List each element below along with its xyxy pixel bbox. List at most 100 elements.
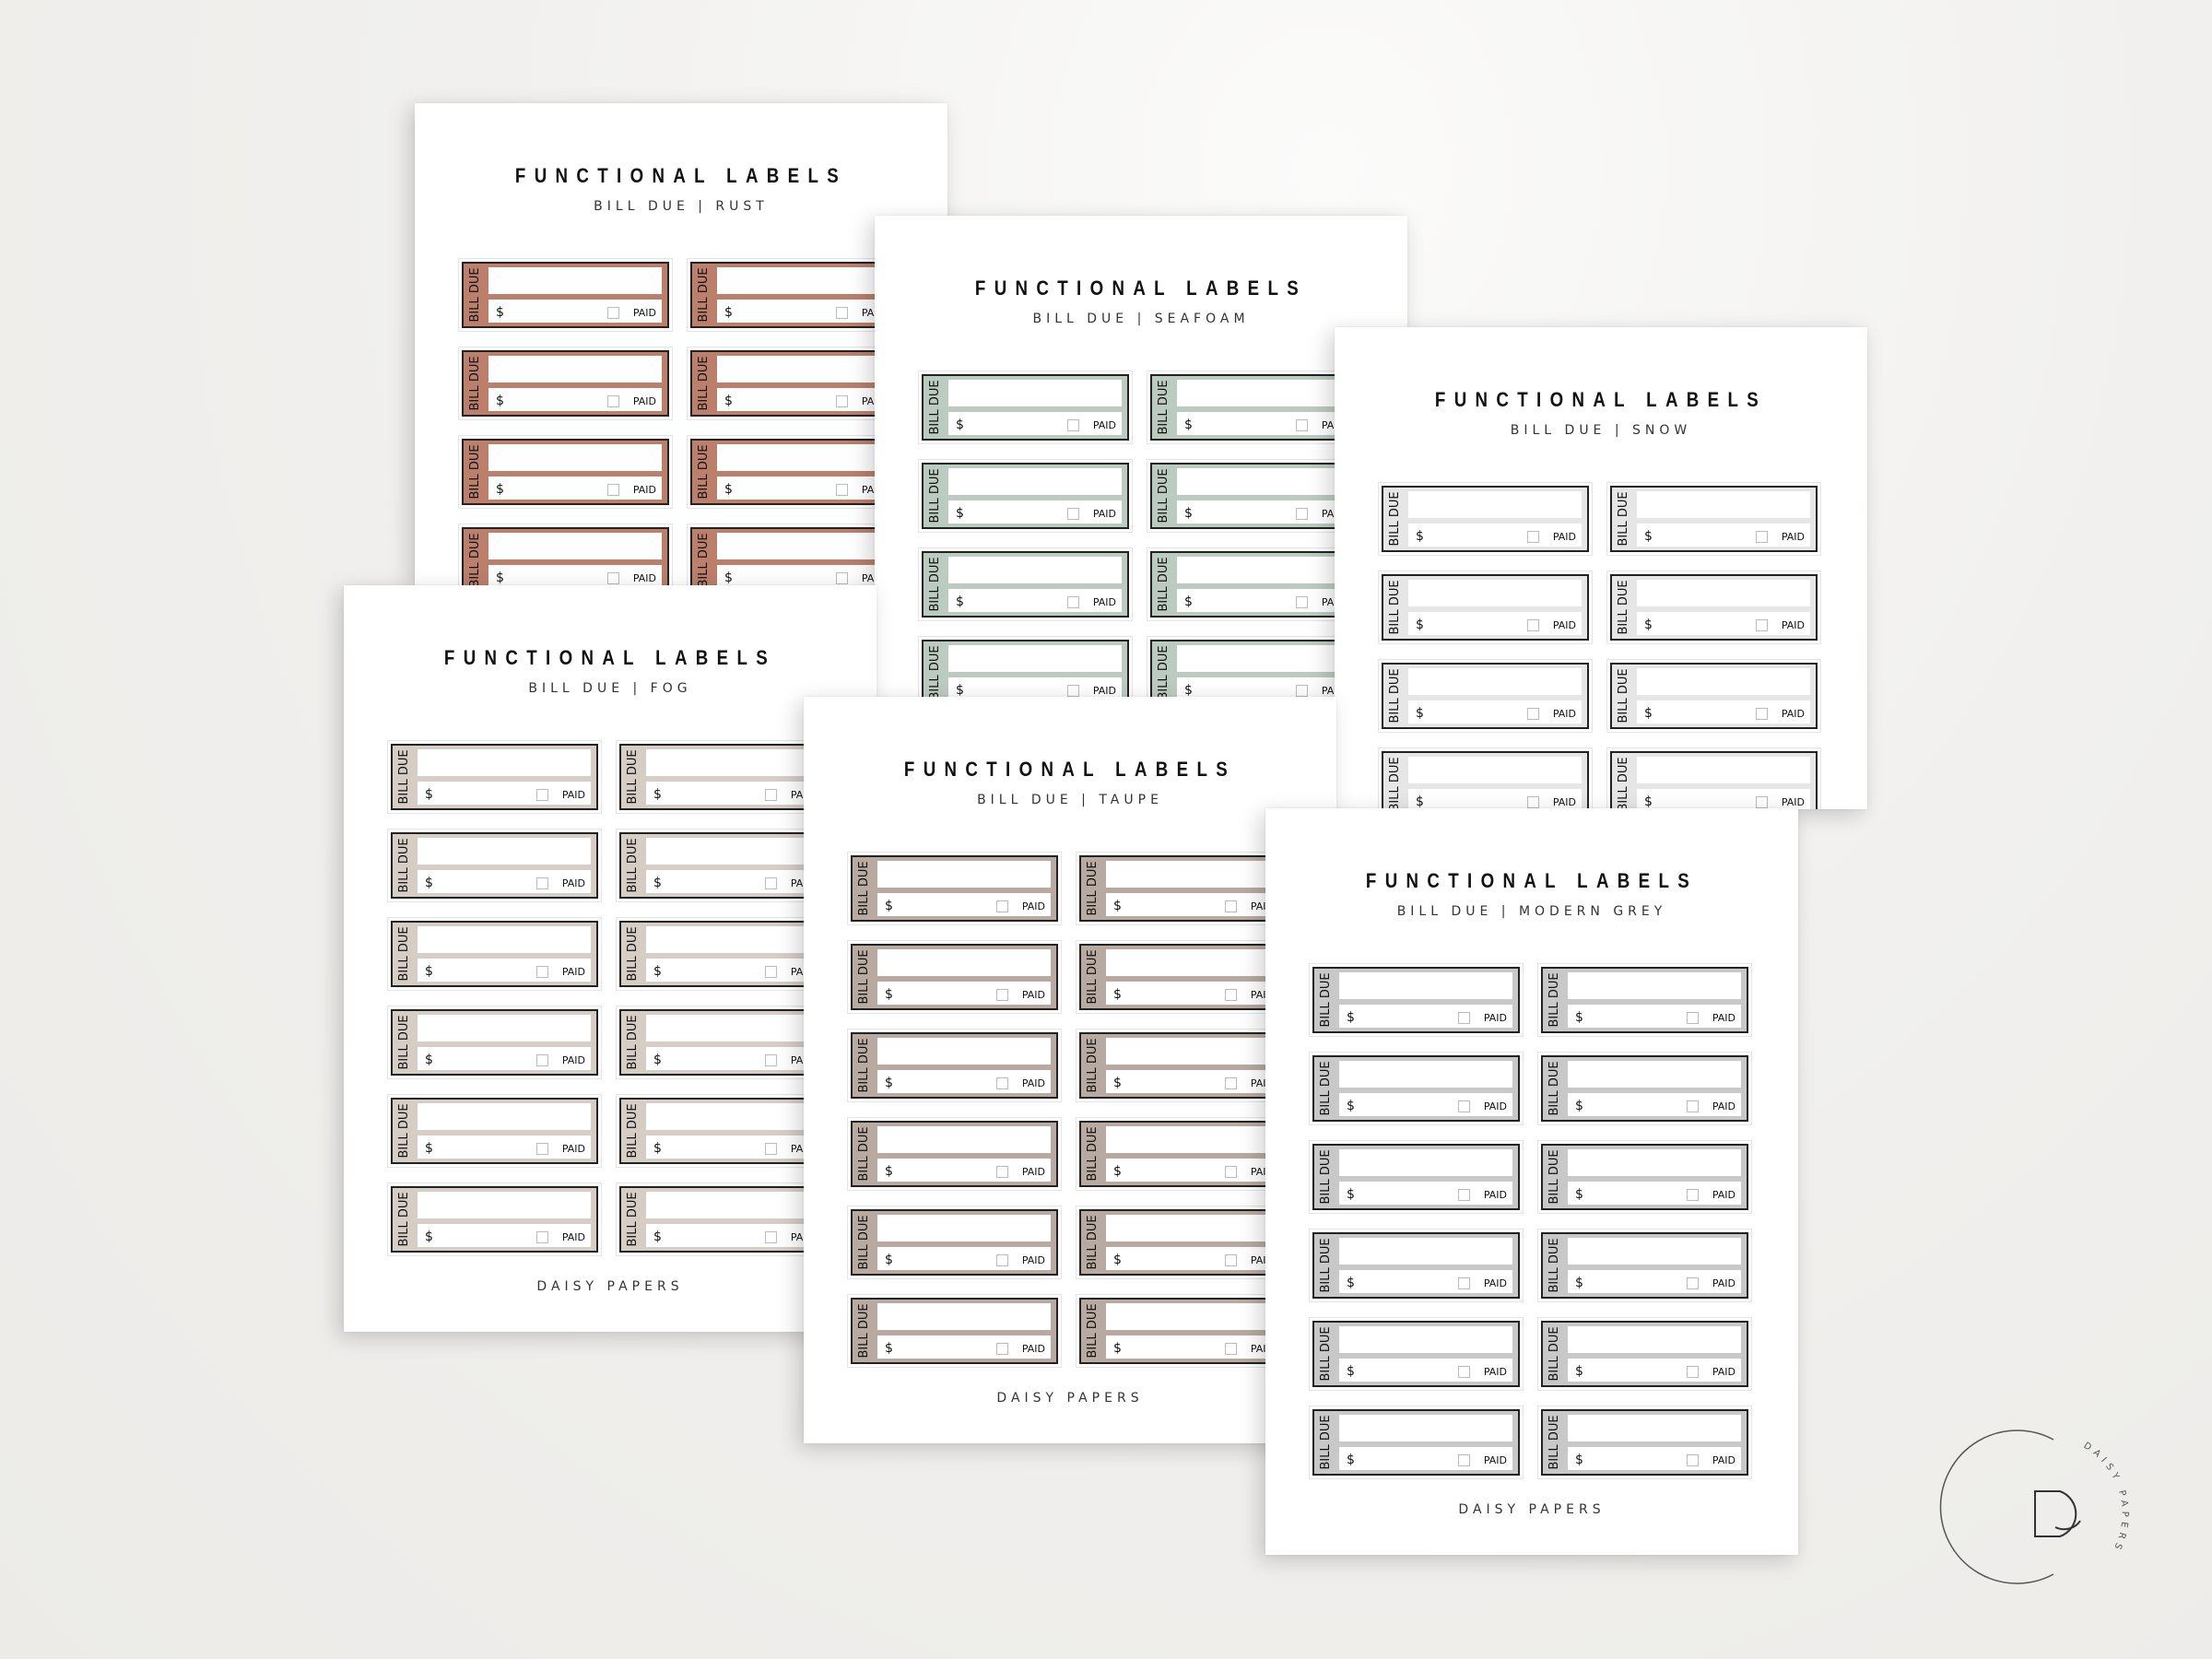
currency-sign: $ — [1644, 706, 1653, 721]
label-body: BILL DUE $ PAID — [1382, 663, 1589, 729]
bill-due-label: BILL DUE $ PAID — [1537, 1229, 1752, 1302]
paid-checkbox[interactable] — [836, 395, 848, 407]
paid-checkbox[interactable] — [536, 1054, 548, 1066]
paid-checkbox[interactable] — [996, 1077, 1008, 1089]
amount-field: $ PAID — [1177, 677, 1350, 698]
bill-name-field — [948, 645, 1122, 672]
paid-checkbox[interactable] — [536, 1231, 548, 1243]
paid-checkbox[interactable] — [996, 1254, 1008, 1266]
label-side-text: BILL DUE — [1086, 1038, 1100, 1093]
paid-checkbox[interactable] — [1527, 796, 1539, 808]
label-side-text: BILL DUE — [928, 468, 942, 524]
paid-checkbox[interactable] — [1225, 1077, 1237, 1089]
amount-field: $ PAID — [1339, 1093, 1512, 1116]
paid-checkbox[interactable] — [836, 572, 848, 584]
paid-checkbox[interactable] — [607, 572, 619, 584]
label-body: BILL DUE $ PAID — [1382, 574, 1589, 641]
paid-checkbox[interactable] — [836, 307, 848, 319]
paid-checkbox[interactable] — [1458, 1454, 1470, 1466]
amount-field: $ PAID — [1106, 1070, 1279, 1093]
paid-checkbox[interactable] — [1225, 989, 1237, 1001]
paid-label: PAID — [1021, 1343, 1045, 1355]
paid-checkbox[interactable] — [1067, 596, 1079, 608]
paid-label: PAID — [1092, 596, 1116, 608]
paid-checkbox[interactable] — [607, 307, 619, 319]
paid-checkbox[interactable] — [1296, 685, 1308, 697]
paid-label: PAID — [1021, 989, 1045, 1001]
paid-checkbox[interactable] — [1756, 796, 1768, 808]
paid-checkbox[interactable] — [1687, 1454, 1699, 1466]
paid-checkbox[interactable] — [996, 989, 1008, 1001]
paid-checkbox[interactable] — [1527, 708, 1539, 720]
paid-checkbox[interactable] — [1527, 531, 1539, 543]
paid-checkbox[interactable] — [1687, 1277, 1699, 1289]
paid-checkbox[interactable] — [1687, 1012, 1699, 1024]
paid-checkbox[interactable] — [536, 877, 548, 889]
bill-due-label: BILL DUE $ PAID — [387, 1094, 602, 1168]
paid-label: PAID — [1712, 1189, 1735, 1201]
paid-label: PAID — [1483, 1100, 1507, 1112]
paid-checkbox[interactable] — [765, 1231, 777, 1243]
label-body: BILL DUE $ PAID — [619, 1009, 827, 1076]
paid-checkbox[interactable] — [1687, 1366, 1699, 1378]
paid-label: PAID — [1781, 708, 1805, 720]
paid-checkbox[interactable] — [1067, 508, 1079, 520]
paid-checkbox[interactable] — [765, 877, 777, 889]
paid-checkbox[interactable] — [765, 789, 777, 801]
bill-name-field — [1339, 1326, 1512, 1353]
amount-field: $ PAID — [646, 1224, 819, 1247]
paid-checkbox[interactable] — [1067, 685, 1079, 697]
paid-checkbox[interactable] — [1296, 596, 1308, 608]
paid-checkbox[interactable] — [1296, 419, 1308, 431]
paid-checkbox[interactable] — [536, 1143, 548, 1155]
paid-checkbox[interactable] — [1225, 1254, 1237, 1266]
paid-label: PAID — [632, 395, 656, 407]
paid-label: PAID — [1552, 619, 1576, 631]
paid-checkbox[interactable] — [1458, 1189, 1470, 1201]
paid-checkbox[interactable] — [536, 966, 548, 978]
paid-checkbox[interactable] — [536, 789, 548, 801]
paid-checkbox[interactable] — [1527, 619, 1539, 631]
bill-due-label: BILL DUE $ PAID — [1606, 482, 1821, 556]
paid-checkbox[interactable] — [1756, 619, 1768, 631]
paid-checkbox[interactable] — [765, 966, 777, 978]
paid-checkbox[interactable] — [1458, 1012, 1470, 1024]
paid-checkbox[interactable] — [1225, 1166, 1237, 1178]
label-side-strip: BILL DUE — [924, 376, 947, 439]
label-body: BILL DUE $ PAID — [1382, 751, 1589, 809]
label-body: BILL DUE $ PAID — [851, 1298, 1058, 1364]
paid-checkbox[interactable] — [1458, 1366, 1470, 1378]
bill-due-label: BILL DUE $ PAID — [847, 1206, 1062, 1279]
paid-checkbox[interactable] — [607, 484, 619, 496]
paid-checkbox[interactable] — [996, 1343, 1008, 1355]
paid-checkbox[interactable] — [1687, 1100, 1699, 1112]
paid-checkbox[interactable] — [1067, 419, 1079, 431]
amount-field: $ PAID — [1408, 524, 1582, 547]
label-side-text: BILL DUE — [928, 380, 942, 435]
label-body: BILL DUE $ PAID — [922, 463, 1129, 529]
paid-checkbox[interactable] — [1296, 508, 1308, 520]
paid-label: PAID — [1021, 1166, 1045, 1178]
paid-checkbox[interactable] — [607, 395, 619, 407]
paid-checkbox[interactable] — [1756, 531, 1768, 543]
paid-label: PAID — [1552, 796, 1576, 808]
paid-checkbox[interactable] — [1458, 1100, 1470, 1112]
paid-checkbox[interactable] — [836, 484, 848, 496]
paid-checkbox[interactable] — [1225, 900, 1237, 912]
bill-due-label: BILL DUE $ PAID — [1537, 1406, 1752, 1479]
paid-checkbox[interactable] — [1458, 1277, 1470, 1289]
currency-sign: $ — [496, 394, 504, 408]
paid-checkbox[interactable] — [996, 900, 1008, 912]
label-side-strip: BILL DUE — [1152, 641, 1176, 698]
amount-field: $ PAID — [488, 388, 662, 411]
label-side-strip: BILL DUE — [924, 553, 947, 616]
logo-circle-arc — [1939, 1430, 2054, 1584]
paid-checkbox[interactable] — [1687, 1189, 1699, 1201]
paid-checkbox[interactable] — [996, 1166, 1008, 1178]
paid-checkbox[interactable] — [1756, 708, 1768, 720]
paid-checkbox[interactable] — [765, 1054, 777, 1066]
paid-checkbox[interactable] — [765, 1143, 777, 1155]
paid-checkbox[interactable] — [1225, 1343, 1237, 1355]
bill-name-field — [1106, 1215, 1279, 1241]
bill-name-field — [1637, 491, 1810, 518]
